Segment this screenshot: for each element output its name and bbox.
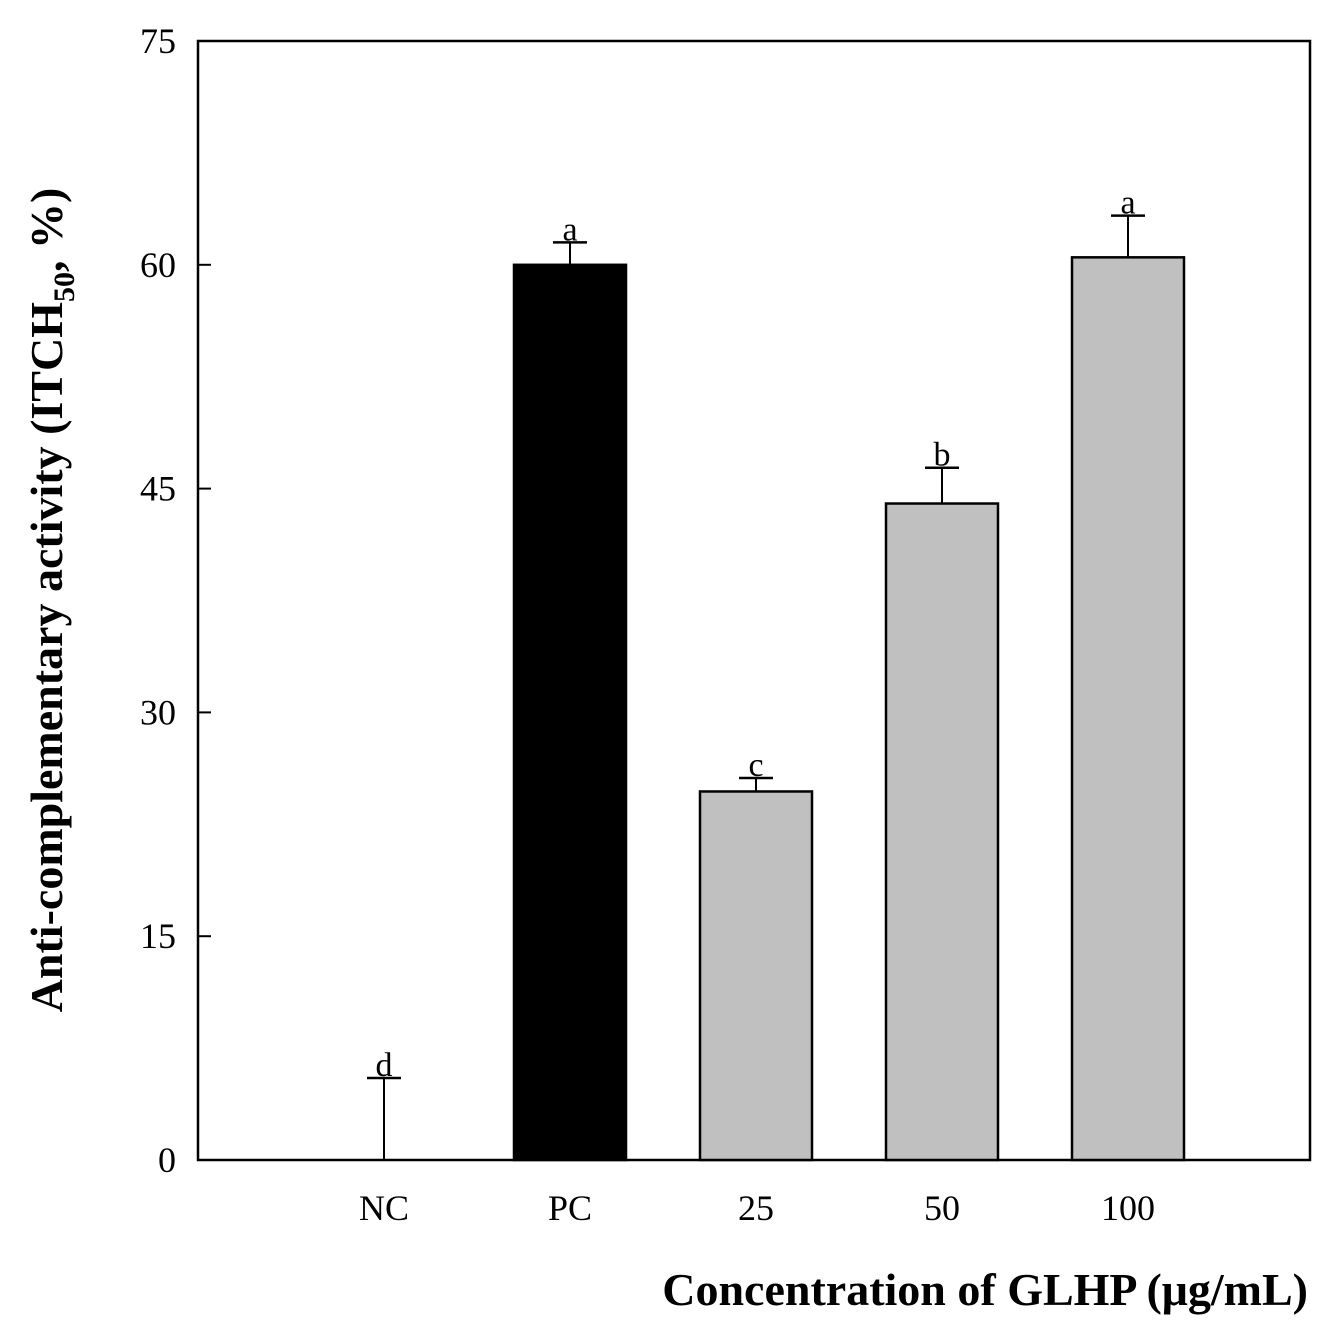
x-axis-title: Concentration of GLHP (μg/mL) — [662, 1264, 1308, 1315]
x-tick-label-nc: NC — [359, 1188, 409, 1228]
significance-labels-layer: d a c b a — [376, 185, 1136, 1084]
bar-25 — [698, 790, 814, 1162]
y-axis: 0 15 30 45 60 75 — [140, 21, 211, 1180]
y-tick-label-30: 30 — [140, 692, 176, 732]
y-axis-title-suffix: , %) — [21, 188, 72, 272]
bar-100 — [1070, 256, 1186, 1162]
x-tick-label-pc: PC — [548, 1188, 592, 1228]
y-tick-label-60: 60 — [140, 245, 176, 285]
bar-pc — [512, 263, 628, 1162]
x-tick-label-50: 50 — [924, 1188, 960, 1228]
significance-label-nc: d — [376, 1047, 393, 1084]
x-tick-label-100: 100 — [1101, 1188, 1155, 1228]
y-tick-label-45: 45 — [140, 469, 176, 509]
y-tick-label-15: 15 — [140, 916, 176, 956]
significance-label-pc: a — [562, 211, 577, 248]
bar-50 — [884, 502, 1000, 1162]
x-tick-label-25: 25 — [738, 1188, 774, 1228]
y-tick-label-0: 0 — [158, 1140, 176, 1180]
y-axis-title-subscript: 50 — [48, 272, 81, 302]
y-axis-title: Anti-complementary activity (ITCH50, %) — [21, 188, 81, 1013]
y-tick-label-75: 75 — [140, 21, 176, 61]
x-axis: NC PC 25 50 100 — [359, 1188, 1155, 1228]
significance-label-100: a — [1120, 185, 1135, 222]
significance-label-50: b — [934, 437, 951, 474]
y-axis-title-prefix: Anti-complementary activity (ITCH — [21, 302, 72, 1013]
significance-label-25: c — [748, 747, 763, 784]
error-bars-layer — [367, 214, 1145, 1160]
bars-layer — [512, 256, 1186, 1162]
